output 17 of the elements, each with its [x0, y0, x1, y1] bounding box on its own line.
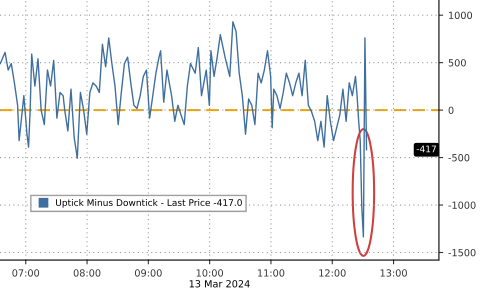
x-tick-label: 11:00 — [258, 269, 284, 277]
x-axis-title: 13 Mar 2024 — [190, 280, 250, 288]
legend-label: Uptick Minus Downtick - Last Price -417.0 — [56, 199, 242, 208]
x-tick-label: 13:00 — [380, 269, 407, 277]
y-tick-label: -500 — [448, 154, 470, 162]
x-tick-label: 07:00 — [12, 269, 40, 277]
annotation: -417 — [416, 146, 436, 152]
y-tick-label: -1500 — [448, 248, 476, 256]
y-tick-label: 1000 — [449, 12, 472, 20]
x-tick-label: 08:00 — [74, 269, 100, 277]
y-tick-label: -1000 — [448, 202, 476, 209]
x-tick-label: 09:00 — [134, 269, 162, 277]
line-series — [0, 21, 368, 238]
x-tick-label: 10:00 — [196, 269, 224, 277]
y-tick-label: 0 — [448, 106, 454, 114]
x-tick-label: 12:00 — [319, 269, 346, 277]
y-tick-label: 500 — [448, 59, 466, 66]
